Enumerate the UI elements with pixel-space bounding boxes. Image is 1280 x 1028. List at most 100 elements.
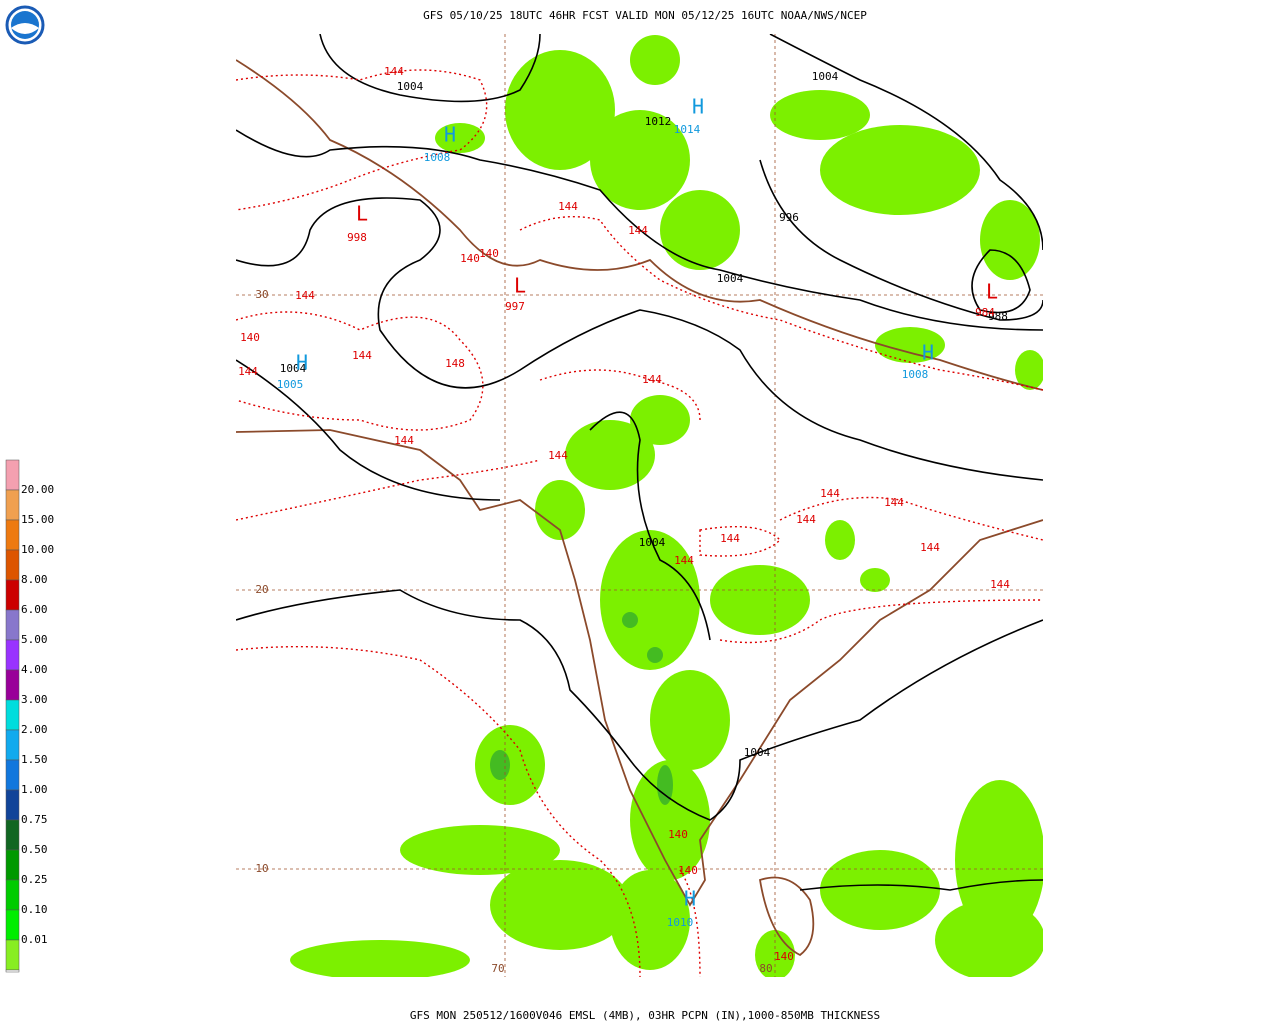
- thickness-label: 144: [642, 373, 662, 386]
- thickness-label: 144: [796, 513, 816, 526]
- legend-swatch: [5, 879, 20, 911]
- high-symbol: H: [684, 887, 696, 911]
- map: 30 20 10 70 80 1004 1012 996 1004 988 10…: [236, 34, 1043, 977]
- legend-label: 2.00: [21, 723, 48, 736]
- legend-label: 1.00: [21, 783, 48, 796]
- isobar-label: 1004: [812, 70, 839, 83]
- grid-labels: 30 20 10 70 80: [255, 288, 772, 975]
- lat-label: 30: [255, 288, 268, 301]
- isobar-label: 1004: [744, 746, 771, 759]
- legend-label: 0.10: [21, 903, 48, 916]
- isobar-labels: 1004 1012 996 1004 988 1004 1004 1004 10…: [280, 70, 1008, 759]
- thickness-label: 144: [884, 496, 904, 509]
- legend-label: 0.75: [21, 813, 48, 826]
- thickness-label: 144: [720, 532, 740, 545]
- legend-swatch: [5, 699, 20, 731]
- low-value: 998: [347, 231, 367, 244]
- map-layers: [236, 34, 1043, 977]
- thickness-label: 140: [460, 252, 480, 265]
- thickness-label: 140: [240, 331, 260, 344]
- thickness-label: 144: [628, 224, 648, 237]
- thickness-label: 140: [479, 247, 499, 260]
- legend-label: 4.00: [21, 663, 48, 676]
- legend-swatch: [5, 909, 20, 941]
- low-symbol: L: [356, 202, 368, 226]
- thickness-label: 144: [384, 65, 404, 78]
- legend-swatch: [5, 789, 20, 821]
- low-symbol: L: [514, 274, 526, 298]
- isobar-label: 1004: [397, 80, 424, 93]
- high-value: 1008: [424, 151, 451, 164]
- lat-label: 10: [255, 862, 268, 875]
- thickness-label: 144: [990, 578, 1010, 591]
- thickness-label: 144: [674, 554, 694, 567]
- legend-swatch: [5, 669, 20, 701]
- isobar-label: 1004: [639, 536, 666, 549]
- legend-label: 20.00: [21, 483, 54, 496]
- thickness-label: 140: [668, 828, 688, 841]
- legend-swatch: [5, 729, 20, 761]
- high-value: 1008: [902, 368, 929, 381]
- thickness-label: 144: [394, 434, 414, 447]
- legend-swatch: [5, 969, 20, 973]
- legend-swatch: [5, 579, 20, 611]
- high-symbol: H: [692, 95, 704, 119]
- high-symbol: H: [922, 341, 934, 365]
- isobar-label: 1004: [717, 272, 744, 285]
- precipitation: [290, 35, 1043, 977]
- thickness-label: 144: [558, 200, 578, 213]
- isobar-label: 1004: [280, 362, 307, 375]
- legend-swatch: [5, 489, 20, 521]
- legend-swatch: [5, 459, 20, 491]
- pressure-centers: L 998 L 997 L 984 H 1014 H 1008 H 1008 H…: [277, 95, 998, 930]
- legend-label: 1.50: [21, 753, 48, 766]
- legend: 20.00 15.00 10.00 8.00 6.00 5.00 4.00 3.00 2.00 1…: [5, 459, 54, 973]
- legend-swatch: [5, 819, 20, 851]
- legend-label: 8.00: [21, 573, 48, 586]
- isobars: [236, 34, 1043, 891]
- thickness-label: 144: [295, 289, 315, 302]
- thickness-label: 144: [352, 349, 372, 362]
- low-symbol: L: [986, 280, 998, 304]
- legend-label: 6.00: [21, 603, 48, 616]
- low-value: 984: [975, 306, 995, 319]
- thickness-contours: [236, 69, 1043, 977]
- thickness-label: 144: [238, 365, 258, 378]
- thickness-label: 148: [445, 357, 465, 370]
- legend-swatch: [5, 849, 20, 881]
- legend-label: 5.00: [21, 633, 48, 646]
- high-symbol: H: [444, 123, 456, 147]
- high-value: 1014: [674, 123, 701, 136]
- legend-swatch: [5, 939, 20, 971]
- thickness-label: 140: [678, 864, 698, 877]
- legend-label: 3.00: [21, 693, 48, 706]
- thickness-label: 144: [548, 449, 568, 462]
- isobar-label: 996: [779, 211, 799, 224]
- legend-label: 0.25: [21, 873, 48, 886]
- legend-swatch: [5, 519, 20, 551]
- noaa-logo: [5, 5, 45, 45]
- low-value: 997: [505, 300, 525, 313]
- isobar-label: 1012: [645, 115, 672, 128]
- thickness-label: 140: [774, 950, 794, 963]
- isobar-label: 988: [988, 310, 1008, 323]
- legend-label: 15.00: [21, 513, 54, 526]
- grid: [236, 34, 1043, 977]
- high-value: 1005: [277, 378, 304, 391]
- legend-swatch: [5, 609, 20, 641]
- legend-label: 10.00: [21, 543, 54, 556]
- footer-caption: GFS MON 250512/1600V046 EMSL (4MB), 03HR…: [410, 1009, 880, 1022]
- high-symbol: H: [296, 351, 308, 375]
- lon-label: 80: [759, 962, 772, 975]
- thickness-labels: 144 144 144 140 140 144 144 140 148 144 …: [238, 65, 1010, 963]
- legend-label: 0.01: [21, 933, 48, 946]
- lon-label: 70: [491, 962, 504, 975]
- legend-swatch: [5, 639, 20, 671]
- lat-label: 20: [255, 583, 268, 596]
- legend-swatch: [5, 549, 20, 581]
- legend-swatch: [5, 759, 20, 791]
- header-title: GFS 05/10/25 18UTC 46HR FCST VALID MON 0…: [423, 9, 867, 22]
- legend-label: 0.50: [21, 843, 48, 856]
